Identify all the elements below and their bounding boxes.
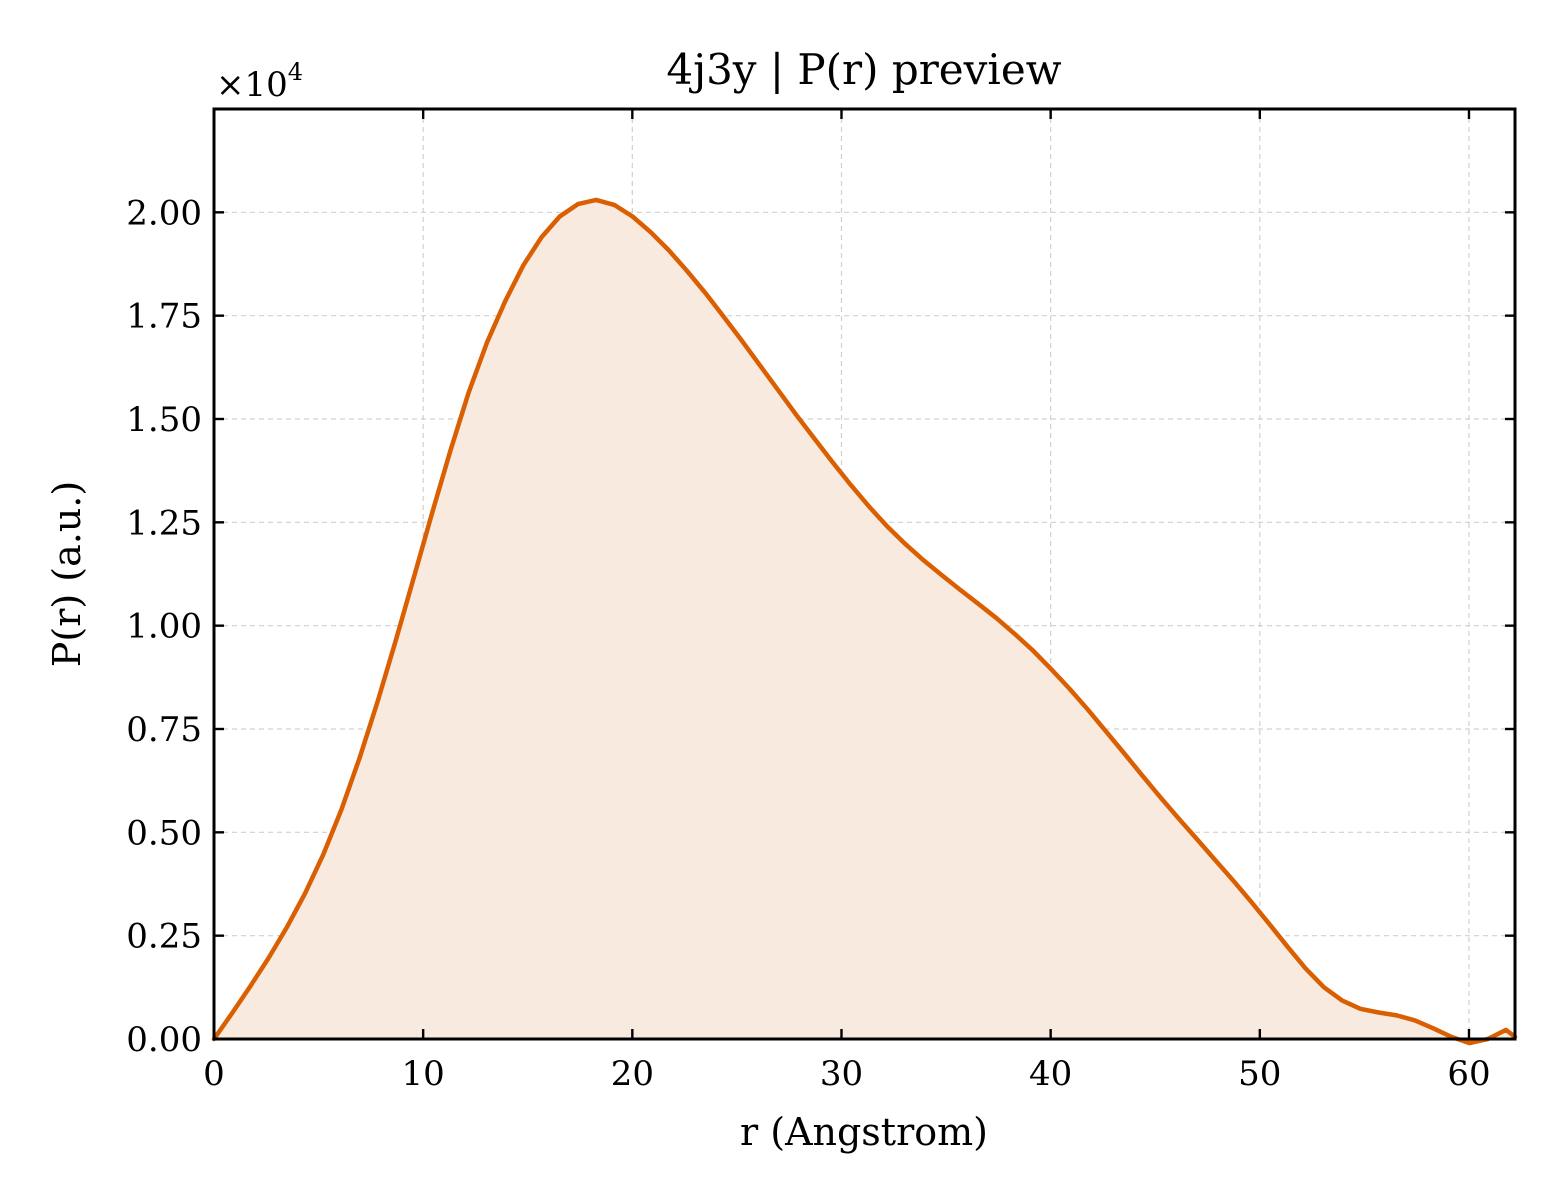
series-line <box>211 197 1518 1046</box>
x-tick-label: 30 <box>820 1054 863 1094</box>
chart-title: 4j3y | P(r) preview <box>666 45 1061 94</box>
x-tick-label: 20 <box>611 1054 654 1094</box>
y-tick-label: 1.50 <box>126 400 202 440</box>
y-tick-label: 0.75 <box>126 710 202 750</box>
y-tick-label: 0.50 <box>126 813 202 853</box>
y-multiplier-base: ×10 <box>216 65 288 105</box>
y-tick-label: 1.75 <box>126 297 202 337</box>
y-tick-label: 1.25 <box>126 503 202 543</box>
y-multiplier-label: ×104 <box>216 58 303 105</box>
x-tick-label: 40 <box>1029 1054 1072 1094</box>
x-tick-label: 0 <box>203 1054 225 1094</box>
tick-layer: 0 10 20 30 40 50 60 0.00 0.25 0.50 0.75 1.00 1.25 1.5… <box>126 109 1515 1094</box>
x-axis-label: r (Angstrom) <box>740 1110 988 1154</box>
y-tick-label: 1.00 <box>126 607 202 647</box>
y-axis-label: P(r) (a.u.) <box>45 481 89 667</box>
x-tick-label: 50 <box>1238 1054 1281 1094</box>
plot-frame <box>212 107 1517 1041</box>
series-area-fill <box>214 199 1515 1039</box>
y-multiplier-exponent: 4 <box>288 58 303 86</box>
y-tick-label: 0.00 <box>126 1020 202 1060</box>
y-tick-label: 2.00 <box>126 193 202 233</box>
x-tick-label: 60 <box>1447 1054 1490 1094</box>
y-tick-label: 0.25 <box>126 917 202 957</box>
x-tick-label: 10 <box>402 1054 445 1094</box>
